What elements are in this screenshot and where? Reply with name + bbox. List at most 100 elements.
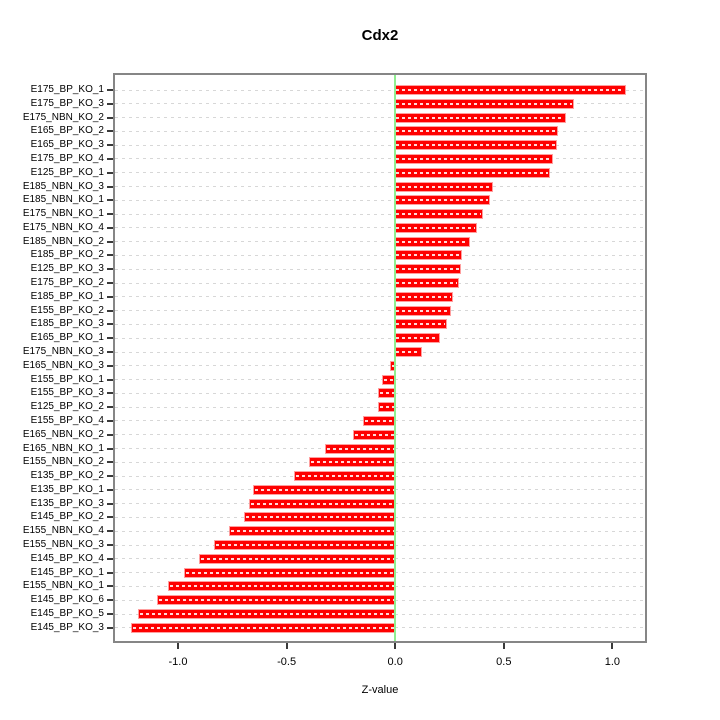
bar-dash <box>311 461 395 464</box>
x-tick-label: -1.0 <box>168 656 188 668</box>
chart-title: Cdx2 <box>361 27 399 44</box>
y-tick <box>107 378 113 381</box>
bar-dash <box>133 626 395 629</box>
bar-dash <box>396 337 438 340</box>
bar <box>245 513 396 522</box>
bar-dash <box>396 102 573 105</box>
y-tick <box>107 295 113 298</box>
bar-dash <box>396 171 549 174</box>
bar-dash <box>396 185 491 188</box>
y-axis-label: E155_NBN_KO_2 <box>22 456 104 468</box>
y-axis-label: E175_NBN_KO_3 <box>22 346 104 357</box>
bar-dash <box>354 433 395 436</box>
bar-dash <box>246 516 395 519</box>
y-axis-label: E135_BP_KO_3 <box>30 497 104 509</box>
gridline <box>115 213 645 215</box>
bar-dash <box>396 351 421 353</box>
y-tick <box>107 226 113 229</box>
bar <box>395 168 550 177</box>
y-axis-label: E185_NBN_KO_3 <box>22 180 104 192</box>
y-tick <box>107 516 113 519</box>
y-tick <box>107 461 113 464</box>
x-tick-label: 0.5 <box>496 656 512 668</box>
bar-dash <box>396 268 460 271</box>
y-tick <box>107 419 113 422</box>
gridline <box>115 89 645 91</box>
y-tick <box>107 544 113 547</box>
x-tick <box>176 643 179 649</box>
bar <box>395 265 461 274</box>
gridline <box>115 130 645 132</box>
y-tick <box>107 475 113 478</box>
y-axis-label: E185_BP_KO_1 <box>30 290 104 302</box>
y-tick <box>107 144 113 147</box>
y-tick <box>107 213 113 216</box>
y-tick <box>107 488 113 491</box>
bar <box>169 582 396 591</box>
y-axis-label: E185_BP_KO_3 <box>30 318 104 330</box>
gridline <box>115 227 645 229</box>
gridline <box>115 199 645 201</box>
x-tick-label: -0.5 <box>277 656 297 668</box>
bar-dash <box>396 199 488 202</box>
bar-dash <box>396 144 555 147</box>
y-tick <box>107 502 113 505</box>
bar-dash <box>396 89 625 91</box>
y-axis-label: E175_NBN_KO_4 <box>22 221 104 233</box>
y-axis-label: E165_NBN_KO_3 <box>22 359 104 371</box>
y-axis-label: E185_NBN_KO_1 <box>22 194 104 206</box>
x-tick <box>611 643 614 649</box>
x-tick-label: 1.0 <box>604 656 621 668</box>
bar <box>395 196 489 205</box>
bar <box>395 251 462 260</box>
bar <box>395 292 452 301</box>
y-tick <box>107 585 113 588</box>
gridline <box>115 241 645 243</box>
y-tick <box>107 199 113 202</box>
y-axis-label: E145_BP_KO_3 <box>30 621 104 633</box>
bar <box>395 99 574 108</box>
bar <box>395 141 556 150</box>
x-axis-title: Z-value <box>361 684 399 696</box>
bar <box>395 320 447 329</box>
y-axis-label: E165_NBN_KO_2 <box>22 428 104 440</box>
x-tick <box>502 643 505 649</box>
y-tick <box>107 254 113 257</box>
gridline <box>115 365 645 367</box>
y-axis-label: E155_BP_KO_3 <box>30 387 104 399</box>
plot-area <box>113 73 647 643</box>
bar <box>158 596 396 605</box>
bar-dash <box>296 475 395 478</box>
y-tick <box>107 599 113 602</box>
y-tick <box>107 130 113 133</box>
y-tick <box>107 309 113 312</box>
bar <box>395 334 439 343</box>
y-tick <box>107 102 113 105</box>
y-tick <box>107 433 113 436</box>
gridline <box>115 296 645 298</box>
bar <box>395 223 476 232</box>
bar-dash <box>380 392 395 395</box>
y-axis-label: E135_BP_KO_1 <box>30 483 104 495</box>
y-axis-label: E145_BP_KO_6 <box>30 594 104 606</box>
bar <box>395 182 492 191</box>
y-axis-label: E165_BP_KO_3 <box>30 139 104 151</box>
bar <box>395 113 565 122</box>
gridline <box>115 254 645 256</box>
bar <box>395 127 558 136</box>
y-axis-label: E125_BP_KO_3 <box>30 263 104 275</box>
bar <box>395 86 626 94</box>
y-axis-label: E155_BP_KO_2 <box>30 304 104 316</box>
bar <box>214 541 396 550</box>
bar <box>383 375 396 384</box>
y-tick <box>107 323 113 326</box>
gridline <box>115 103 645 105</box>
gridline <box>115 379 645 381</box>
bar-dash <box>396 213 482 216</box>
y-axis-label: E165_BP_KO_2 <box>30 125 104 137</box>
bar-dash <box>384 378 395 381</box>
bar <box>184 568 396 577</box>
gridline <box>115 268 645 270</box>
gridline <box>115 186 645 188</box>
